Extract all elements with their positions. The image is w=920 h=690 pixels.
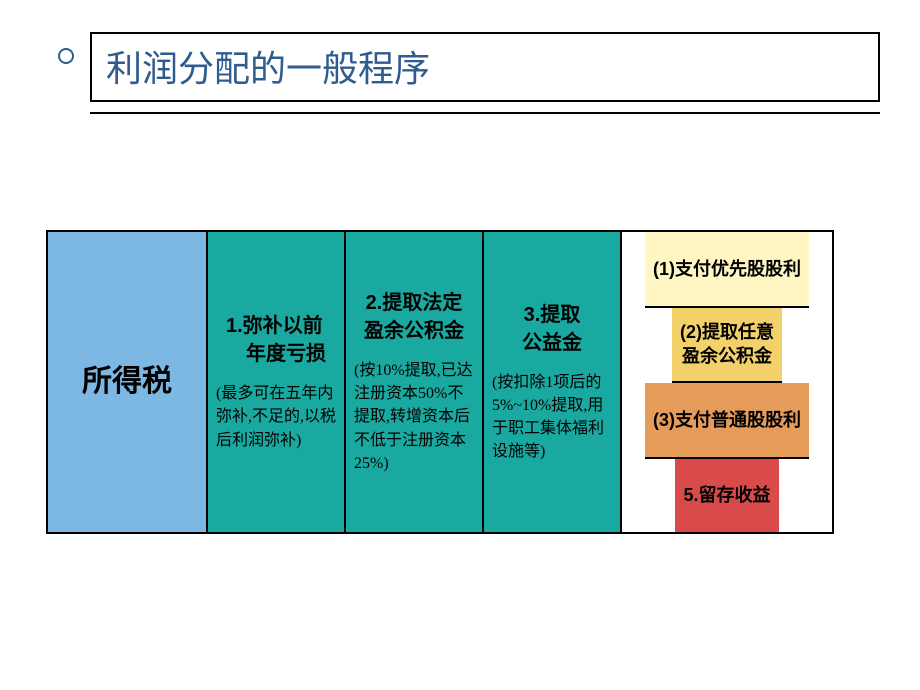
sub1-label: (1)支付优先股股利 <box>653 257 801 281</box>
col1-label: 所得税 <box>82 361 172 403</box>
slide-title: 利润分配的一般程序 <box>106 40 864 92</box>
col4-label: 3.提取 公益金 <box>522 301 582 357</box>
col4-detail: (按扣除1项后的5%~10%提取,用于职工集体福利设施等) <box>492 371 612 464</box>
title-underline <box>90 112 880 114</box>
col3-label: 2.提取法定 盈余公积金 <box>364 289 464 345</box>
profit-distribution-chart: 所得税 1.弥补以前 年度亏损 (最多可在五年内弥补,不足的,以税后利润弥补) … <box>46 230 834 534</box>
col3-detail: (按10%提取,已达注册资本50%不提取,转增资本后不低于注册资本25%) <box>354 359 474 475</box>
title-box: 利润分配的一般程序 <box>90 32 880 102</box>
col-subdivisions: (1)支付优先股股利 (2)提取任意 盈余公积金 (3)支付普通股股利 5.留存… <box>622 232 832 532</box>
sub-preferred-dividend: (1)支付优先股股利 <box>645 232 809 308</box>
col-welfare-fund: 3.提取 公益金 (按扣除1项后的5%~10%提取,用于职工集体福利设施等) <box>484 232 622 532</box>
sub3-label: (3)支付普通股股利 <box>653 408 801 432</box>
sub-retained-earnings: 5.留存收益 <box>675 459 778 533</box>
slide-title-area: 利润分配的一般程序 <box>90 32 880 114</box>
title-bullet <box>58 48 74 64</box>
sub-discretionary-reserve: (2)提取任意 盈余公积金 <box>672 308 782 384</box>
col2-detail: (最多可在五年内弥补,不足的,以税后利润弥补) <box>216 382 336 452</box>
col-statutory-reserve: 2.提取法定 盈余公积金 (按10%提取,已达注册资本50%不提取,转增资本后不… <box>346 232 484 532</box>
sub-common-dividend: (3)支付普通股股利 <box>645 383 809 459</box>
col2-label: 1.弥补以前 年度亏损 <box>226 312 326 368</box>
sub4-label: 5.留存收益 <box>683 483 770 507</box>
sub2-label: (2)提取任意 盈余公积金 <box>680 320 774 369</box>
col-income-tax: 所得税 <box>48 232 208 532</box>
col-loss-recovery: 1.弥补以前 年度亏损 (最多可在五年内弥补,不足的,以税后利润弥补) <box>208 232 346 532</box>
